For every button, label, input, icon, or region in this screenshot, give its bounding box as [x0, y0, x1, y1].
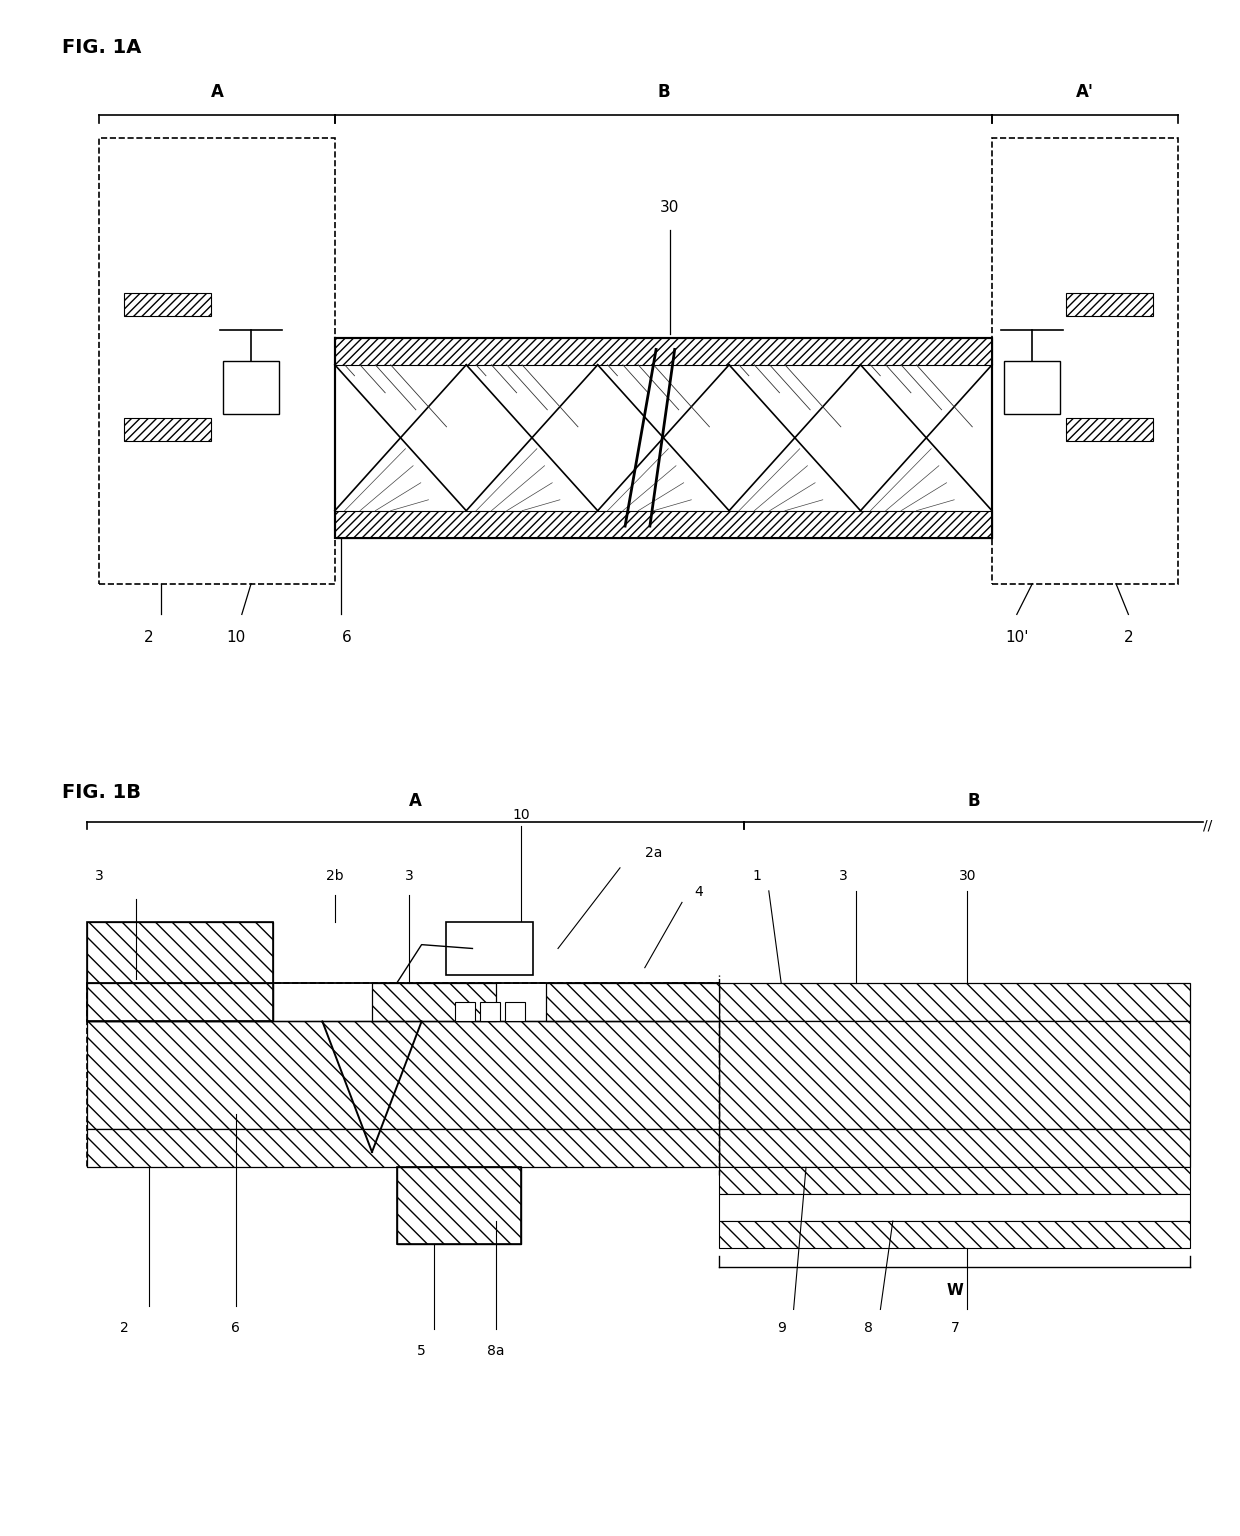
Bar	[546, 983, 719, 1021]
Bar	[335, 338, 992, 538]
Text: 4: 4	[694, 885, 703, 899]
Bar	[124, 418, 211, 441]
Text: 6: 6	[231, 1321, 241, 1335]
Bar	[719, 1195, 1190, 1221]
Bar	[99, 138, 335, 584]
Bar	[1066, 418, 1153, 441]
Bar	[719, 1167, 1190, 1195]
Bar	[1004, 361, 1060, 415]
Text: A: A	[409, 793, 422, 811]
Text: 2: 2	[1123, 630, 1133, 645]
Text: 3: 3	[94, 869, 104, 883]
Bar	[372, 983, 496, 1021]
Bar	[87, 983, 719, 1167]
Text: B: B	[967, 793, 980, 811]
Text: 10': 10'	[1006, 630, 1028, 645]
Bar	[124, 293, 211, 316]
Text: 7: 7	[950, 1321, 960, 1335]
Bar	[87, 1129, 719, 1167]
Bar	[335, 338, 992, 538]
Text: 2a: 2a	[645, 846, 662, 860]
Text: 30: 30	[959, 869, 976, 883]
Text: 3: 3	[838, 869, 848, 883]
Bar	[87, 922, 273, 1021]
Text: 1: 1	[751, 869, 761, 883]
Bar	[480, 1003, 500, 1021]
Bar	[1066, 293, 1153, 316]
Bar	[87, 983, 273, 1021]
Text: 3: 3	[404, 869, 414, 883]
Bar	[446, 922, 533, 975]
Bar	[397, 1167, 521, 1244]
Bar	[87, 922, 273, 1021]
Text: 2: 2	[119, 1321, 129, 1335]
Text: 5: 5	[417, 1344, 427, 1358]
Bar	[87, 1021, 719, 1129]
Text: B: B	[657, 83, 670, 101]
Text: //: //	[1203, 819, 1211, 833]
Bar	[719, 1221, 1190, 1247]
Text: FIG. 1B: FIG. 1B	[62, 783, 141, 802]
Bar	[719, 1021, 1190, 1129]
Bar	[505, 1003, 525, 1021]
Text: 8a: 8a	[487, 1344, 505, 1358]
Text: 2b: 2b	[326, 869, 343, 883]
Bar	[719, 1129, 1190, 1167]
Bar	[335, 510, 992, 538]
Text: 10: 10	[226, 630, 246, 645]
Text: W: W	[946, 1283, 963, 1298]
Text: A': A'	[1076, 83, 1094, 101]
Bar	[455, 1003, 475, 1021]
Bar	[397, 1167, 521, 1244]
Bar	[719, 983, 1190, 1021]
Text: 6: 6	[342, 630, 352, 645]
Bar	[992, 138, 1178, 584]
Text: A: A	[211, 83, 223, 101]
Text: 30: 30	[660, 200, 680, 215]
Bar	[335, 338, 992, 366]
Text: FIG. 1A: FIG. 1A	[62, 38, 141, 57]
Text: 8: 8	[863, 1321, 873, 1335]
Text: 2: 2	[144, 630, 154, 645]
Bar	[223, 361, 279, 415]
Text: 10: 10	[512, 808, 529, 822]
Text: 9: 9	[776, 1321, 786, 1335]
